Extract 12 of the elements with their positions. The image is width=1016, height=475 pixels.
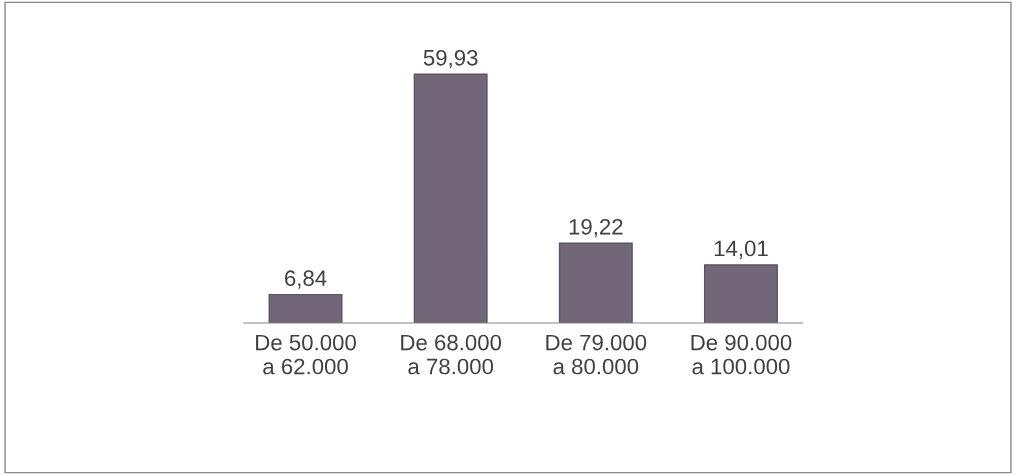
x-tick-label: De 50.000 a 62.000 — [256, 334, 356, 375]
bar — [268, 293, 343, 323]
bar — [703, 264, 778, 323]
x-tick-label: De 90.000 a 100.000 — [691, 334, 792, 375]
x-tick-label: De 79.000 a 80.000 — [546, 334, 647, 375]
data-label: 19,22 — [569, 218, 623, 238]
x-tick-label: De 68.000 a 78.000 — [401, 334, 502, 375]
bar — [558, 242, 633, 323]
data-label: 14,01 — [714, 240, 768, 259]
data-label: 59,93 — [423, 49, 478, 69]
data-label: 6,84 — [285, 270, 327, 289]
bar — [413, 73, 488, 323]
